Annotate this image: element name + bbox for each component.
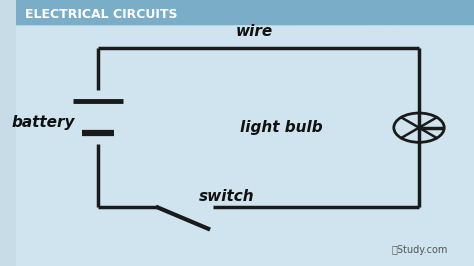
Text: switch: switch (199, 189, 255, 204)
Bar (465, 0, 474, 24)
Bar (53, 0, 62, 24)
Bar (438, 0, 447, 24)
Bar (447, 0, 456, 24)
Bar (318, 0, 328, 24)
Bar (181, 0, 190, 24)
Bar (355, 0, 364, 24)
Bar (328, 0, 337, 24)
Bar (383, 0, 392, 24)
Bar (172, 0, 181, 24)
Bar (208, 0, 218, 24)
Bar (153, 0, 163, 24)
Bar (401, 0, 410, 24)
Bar (144, 0, 153, 24)
Bar (410, 0, 419, 24)
Bar (16, 0, 25, 24)
Bar (163, 0, 172, 24)
Text: light bulb: light bulb (240, 120, 323, 135)
Bar (419, 0, 428, 24)
Bar (236, 0, 245, 24)
Bar (300, 0, 309, 24)
Bar (117, 0, 126, 24)
Bar (346, 0, 355, 24)
Bar (98, 0, 108, 24)
Bar (263, 0, 273, 24)
Bar (80, 0, 89, 24)
Bar (309, 0, 318, 24)
Bar (291, 0, 300, 24)
Bar (190, 0, 199, 24)
Bar (135, 0, 144, 24)
Bar (62, 0, 71, 24)
Bar (199, 0, 208, 24)
Bar (373, 0, 383, 24)
Bar (254, 0, 263, 24)
Bar (71, 0, 80, 24)
Bar (392, 0, 401, 24)
Text: ELECTRICAL CIRCUITS: ELECTRICAL CIRCUITS (25, 8, 177, 21)
Bar (273, 0, 282, 24)
Bar (282, 0, 291, 24)
Text: ⓄStudy.com: ⓄStudy.com (392, 245, 448, 255)
Bar (34, 0, 43, 24)
Text: battery: battery (12, 115, 75, 130)
Bar (364, 0, 373, 24)
Text: wire: wire (236, 24, 273, 39)
Bar (108, 0, 117, 24)
Bar (227, 0, 236, 24)
Bar (126, 0, 135, 24)
Bar (25, 0, 34, 24)
Bar (89, 0, 98, 24)
Bar (337, 0, 346, 24)
Bar (16, 0, 474, 24)
Bar (218, 0, 227, 24)
Bar (245, 0, 254, 24)
Bar (456, 0, 465, 24)
Bar (428, 0, 438, 24)
Bar (43, 0, 53, 24)
